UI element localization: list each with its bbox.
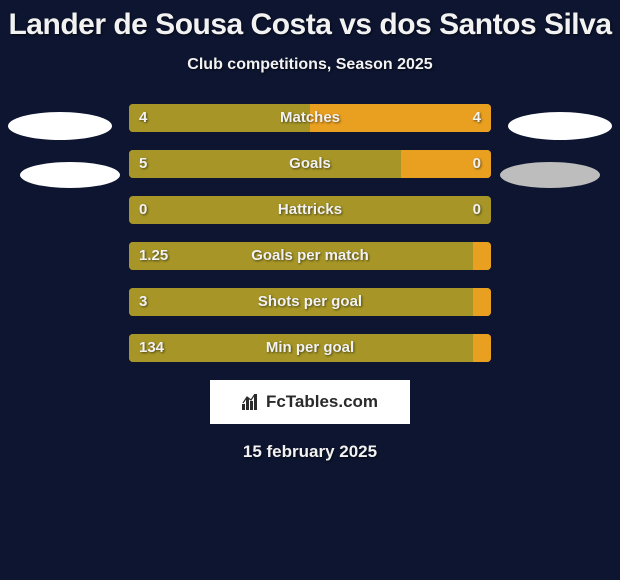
stat-value-right: 0 [473,150,481,178]
avatar-left-player [8,112,112,140]
stat-row: Shots per goal3 [129,288,491,316]
fctables-logo[interactable]: FcTables.com [210,380,410,424]
stat-value-left: 4 [139,104,147,132]
stat-label: Goals per match [129,242,491,270]
stat-value-left: 134 [139,334,164,362]
page-title: Lander de Sousa Costa vs dos Santos Silv… [0,0,620,42]
stat-value-left: 1.25 [139,242,168,270]
stat-value-right: 0 [473,196,481,224]
stat-row: Goals5 0 [129,150,491,178]
stat-value-left: 5 [139,150,147,178]
stat-row: Goals per match1.25 [129,242,491,270]
stat-label: Hattricks [129,196,491,224]
stat-label: Goals [129,150,491,178]
stat-row: Hattricks0 0 [129,196,491,224]
avatar-left-club [20,162,120,188]
stat-value-left: 0 [139,196,147,224]
stat-label: Matches [129,104,491,132]
stat-value-left: 3 [139,288,147,316]
chart-area: Matches44Goals50Hattricks00Goals per mat… [0,104,620,362]
stat-bars: Matches44Goals50Hattricks00Goals per mat… [129,104,491,362]
date-label: 15 february 2025 [0,442,620,462]
widget-root: Lander de Sousa Costa vs dos Santos Silv… [0,0,620,580]
stat-row: Min per goal134 [129,334,491,362]
stat-label: Shots per goal [129,288,491,316]
avatar-right-player [508,112,612,140]
logo-text: FcTables.com [266,392,378,412]
stat-label: Min per goal [129,334,491,362]
bar-chart-icon [242,394,260,410]
stat-value-right: 4 [473,104,481,132]
stat-row: Matches4 4 [129,104,491,132]
page-subtitle: Club competitions, Season 2025 [0,56,620,74]
avatar-right-club [500,162,600,188]
